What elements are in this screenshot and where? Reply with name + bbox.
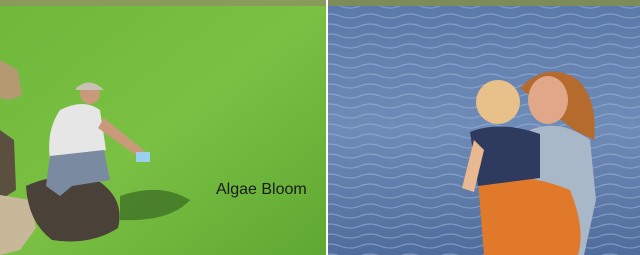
caption: Algae Bloom bbox=[216, 181, 307, 198]
woman-and-child bbox=[462, 72, 596, 255]
glove bbox=[136, 152, 150, 162]
rock bbox=[0, 130, 16, 200]
page: Algae Bloom (() => { const data = JSON.p… bbox=[0, 0, 640, 255]
algae-photo: Algae Bloom bbox=[0, 0, 326, 255]
divider bbox=[326, 0, 328, 255]
child-head bbox=[476, 80, 520, 124]
lake-photo bbox=[328, 0, 640, 255]
towel bbox=[478, 177, 581, 255]
face bbox=[528, 76, 568, 124]
shore-strip bbox=[0, 0, 326, 6]
photo-pair: Algae Bloom bbox=[0, 0, 640, 255]
far-shore bbox=[328, 0, 640, 6]
